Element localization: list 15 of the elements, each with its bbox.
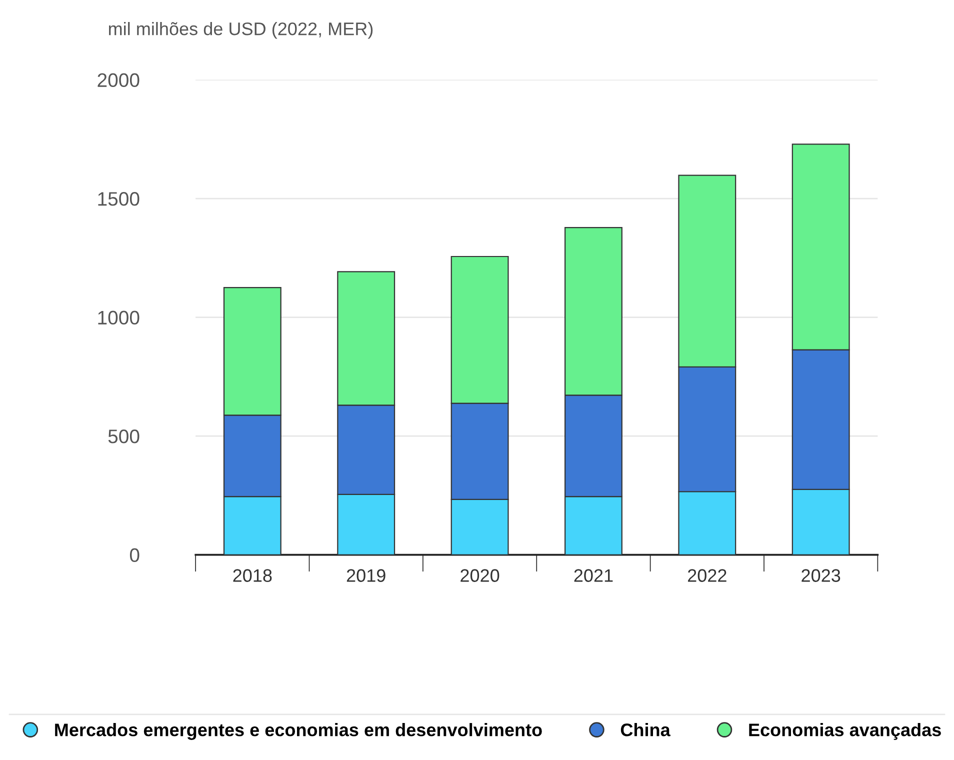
y-tick-label: 1000	[98, 310, 140, 325]
x-tick-label: 2019	[346, 569, 386, 582]
y-axis-title: mil milhões de USD (2022, MER)	[109, 22, 373, 39]
y-tick-label: 1500	[98, 192, 140, 206]
y-tick-label: 0	[130, 548, 140, 562]
x-tick-label: 2023	[802, 569, 840, 582]
x-tick-label: 2022	[688, 569, 726, 582]
x-tick-label: 2021	[574, 569, 613, 582]
y-tick-label: 2000	[98, 73, 140, 88]
legend-label: Mercados emergentes e economias em desenvolvimento	[55, 723, 542, 740]
legend-label: China	[620, 723, 670, 736]
y-tick-label: 500	[108, 430, 140, 444]
x-tick-label: 2020	[460, 569, 500, 582]
x-tick-label: 2018	[233, 569, 272, 582]
legend-label: Economias avançadas	[749, 723, 941, 740]
